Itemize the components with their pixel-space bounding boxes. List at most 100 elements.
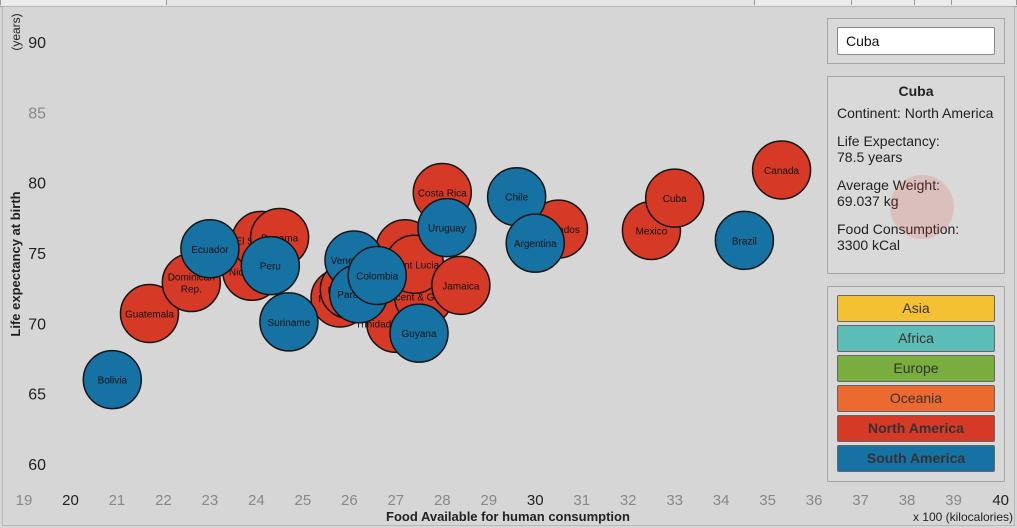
food-consumption-value: 3300 kCal <box>837 237 901 253</box>
info-life-expectancy: Life Expectancy: 78.5 years <box>837 133 995 165</box>
life-expectancy-value: 78.5 years <box>837 149 903 165</box>
bubble-label: Chile <box>505 193 528 204</box>
country-info-panel: Cuba Continent: North America Life Expec… <box>827 76 1005 274</box>
average-weight-label: Average Weight: <box>837 177 940 193</box>
x-tick-label: 37 <box>852 492 869 509</box>
bubble-label: Guatemala <box>125 309 174 320</box>
bubble-label: Argentina <box>514 239 557 250</box>
bubble-label: Jamaica <box>442 281 480 292</box>
bubble-circle[interactable] <box>347 245 407 306</box>
x-tick-label: 32 <box>620 492 637 509</box>
x-tick-label: 20 <box>62 492 79 509</box>
life-expectancy-label: Life Expectancy: <box>837 133 940 149</box>
x-tick-label: 29 <box>480 492 497 509</box>
x-axis-unit: x 100 (kilocalories) <box>913 510 1013 524</box>
x-tick-label: 30 <box>527 492 544 509</box>
x-tick-label: 35 <box>759 492 776 509</box>
y-tick-label: 85 <box>28 105 46 122</box>
y-tick-label: 90 <box>28 35 46 52</box>
legend-button-oceania[interactable]: Oceania <box>837 385 995 412</box>
y-axis-unit: (years) <box>9 13 23 50</box>
y-axis-ticks: 60 65 70 75 80 85 90 <box>28 35 46 474</box>
y-axis-title: Life expectancy at birth <box>8 191 23 336</box>
country-search-input[interactable] <box>837 27 995 55</box>
x-tick-label: 39 <box>945 492 962 509</box>
x-tick-label: 21 <box>109 492 126 509</box>
bubble-circle[interactable] <box>417 197 477 258</box>
bubble-circle[interactable] <box>431 255 491 316</box>
info-continent: Continent: North America <box>837 105 994 121</box>
bubble-label: Bolivia <box>98 376 128 387</box>
info-country-name: Cuba <box>898 83 934 99</box>
bubble-circle[interactable] <box>119 283 180 344</box>
bubble-cuba[interactable]: Cuba <box>644 168 705 228</box>
x-tick-label: 27 <box>387 492 404 509</box>
y-tick-label: 80 <box>28 176 46 193</box>
bubble-label: Dominican <box>168 273 215 284</box>
x-tick-label: 22 <box>155 492 172 509</box>
toolbar-tab-left[interactable] <box>0 0 167 5</box>
y-tick-label: 65 <box>28 387 46 404</box>
bubble-circle[interactable] <box>505 213 565 273</box>
bubble-colombia[interactable]: Colombia <box>347 245 407 306</box>
x-tick-label: 26 <box>341 492 358 509</box>
bubble-circle[interactable] <box>389 303 449 363</box>
bubble-bolivia[interactable]: Bolivia <box>82 349 143 410</box>
bubble-circle[interactable] <box>751 140 812 200</box>
bubble-label: Peru <box>260 262 281 273</box>
bubble-label: Costa Rica <box>418 189 467 200</box>
bubble-label: Saint Lucia <box>390 260 440 271</box>
legend-button-north-america[interactable]: North America <box>837 415 995 442</box>
bubble-circle[interactable] <box>240 235 301 296</box>
info-food-consumption: Food Consumption: 3300 kCal <box>837 221 995 253</box>
bubble-label: Uruguay <box>428 224 466 235</box>
x-axis-ticks: 19 20 21 22 23 24 25 26 27 28 29 30 31 32 33 34 35 36 37 38… <box>16 492 1009 509</box>
info-average-weight: Average Weight: 69.037 kg <box>837 177 995 209</box>
average-weight-value: 69.037 kg <box>837 193 899 209</box>
continent-legend: Asia Africa Europe Oceania North America… <box>827 286 1005 482</box>
bubble-label: Cuba <box>663 194 687 205</box>
search-panel <box>827 18 1005 64</box>
bubble-guyana[interactable]: Guyana <box>389 303 449 363</box>
bubble-suriname[interactable]: Suriname <box>259 292 319 352</box>
bubble-label: Guyana <box>402 329 437 340</box>
x-tick-label: 31 <box>573 492 590 509</box>
bubble-label: Canada <box>764 166 799 177</box>
x-tick-label: 40 <box>992 492 1009 509</box>
bubble-label: Suriname <box>268 318 311 329</box>
x-tick-label: 25 <box>295 492 312 509</box>
x-tick-label: 33 <box>666 492 683 509</box>
bubble-circle[interactable] <box>644 168 705 228</box>
bubble-circle[interactable] <box>714 210 775 271</box>
bubble-circle[interactable] <box>82 349 143 410</box>
x-tick-label: 28 <box>434 492 451 509</box>
bubble-circle[interactable] <box>180 219 240 279</box>
legend-button-africa[interactable]: Africa <box>837 325 995 352</box>
bubble-circle[interactable] <box>259 292 319 352</box>
selected-bubble-preview <box>890 175 954 239</box>
bubble-brazil[interactable]: Brazil <box>714 210 775 271</box>
bubble-ecuador[interactable]: Ecuador <box>180 219 240 279</box>
bubble-label: Ecuador <box>191 245 229 256</box>
bubble-label: Mexico <box>636 226 668 237</box>
bubble-peru[interactable]: Peru <box>240 235 301 296</box>
bubble-label: Brazil <box>732 236 757 247</box>
x-tick-label: 24 <box>248 492 265 509</box>
bubble-canada[interactable]: Canada <box>751 140 812 200</box>
bubble-argentina[interactable]: Argentina <box>505 213 565 273</box>
y-tick-label: 60 <box>28 457 46 474</box>
bubble-uruguay[interactable]: Uruguay <box>417 197 477 258</box>
legend-button-europe[interactable]: Europe <box>837 355 995 382</box>
legend-button-asia[interactable]: Asia <box>837 295 995 322</box>
x-tick-label: 36 <box>806 492 823 509</box>
x-tick-label: 34 <box>713 492 730 509</box>
x-tick-label: 38 <box>899 492 916 509</box>
bubble-guatemala[interactable]: Guatemala <box>119 283 180 344</box>
bubble-jamaica[interactable]: Jamaica <box>431 255 491 316</box>
y-tick-label: 75 <box>28 246 46 263</box>
y-tick-label: 70 <box>28 316 46 333</box>
legend-button-south-america[interactable]: South America <box>837 445 995 472</box>
bubble-label: Colombia <box>356 272 399 283</box>
